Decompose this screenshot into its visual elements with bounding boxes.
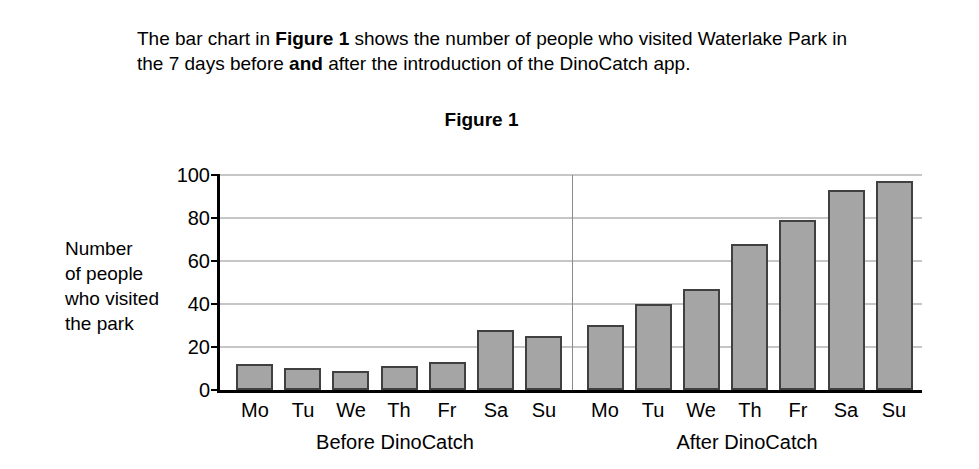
intro-text: the 7 days before — [137, 53, 289, 74]
bar — [876, 181, 913, 390]
y-gridline — [220, 303, 922, 305]
group-label: After DinoCatch — [597, 431, 897, 454]
intro-text: The bar chart in — [137, 28, 275, 49]
y-gridline — [220, 346, 922, 348]
y-gridline — [220, 217, 922, 219]
bar — [429, 362, 466, 390]
x-tick-label: Su — [870, 399, 918, 422]
y-gridline — [220, 260, 922, 262]
exam-page: The bar chart in Figure 1 shows the numb… — [0, 0, 979, 469]
y-tick-label: 100 — [150, 164, 210, 187]
x-tick-label: Mo — [581, 399, 629, 422]
group-divider-line — [572, 175, 573, 390]
intro-paragraph: The bar chart in Figure 1 shows the numb… — [137, 26, 847, 76]
bar — [284, 368, 321, 390]
y-axis-line — [217, 174, 220, 392]
bar — [828, 190, 865, 390]
y-tick-label: 40 — [150, 293, 210, 316]
y-tick-label: 60 — [150, 250, 210, 273]
figure-ref-bold: Figure 1 — [275, 28, 349, 49]
group-label: Before DinoCatch — [245, 431, 545, 454]
y-gridline — [220, 174, 922, 176]
bar — [779, 220, 816, 390]
bar — [477, 330, 514, 390]
intro-text: shows the number of people who visited W… — [349, 28, 847, 49]
y-tick-label: 80 — [150, 207, 210, 230]
x-tick-label: Tu — [629, 399, 677, 422]
figure-title: Figure 1 — [0, 109, 963, 131]
x-tick-label: Th — [375, 399, 423, 422]
x-tick-label: Fr — [423, 399, 471, 422]
y-tick-label: 0 — [150, 379, 210, 402]
bar — [332, 371, 369, 390]
x-tick-label: We — [677, 399, 725, 422]
x-tick-label: Mo — [231, 399, 279, 422]
x-axis-line — [217, 390, 922, 393]
y-axis-title-line: Number — [65, 236, 159, 261]
bar — [635, 304, 672, 390]
y-axis-title-line: of people — [65, 261, 159, 286]
x-tick-label: Sa — [822, 399, 870, 422]
bar — [381, 366, 418, 390]
and-bold: and — [289, 53, 323, 74]
intro-line-2: the 7 days before and after the introduc… — [137, 51, 847, 76]
bar — [731, 244, 768, 390]
bar — [236, 364, 273, 390]
bar — [587, 325, 624, 390]
bar — [525, 336, 562, 390]
x-tick-label: Su — [520, 399, 568, 422]
y-axis-title: Number of people who visited the park — [65, 236, 159, 336]
x-tick-label: Sa — [472, 399, 520, 422]
x-tick-label: We — [327, 399, 375, 422]
x-tick-label: Fr — [774, 399, 822, 422]
y-axis-title-line: who visited — [65, 286, 159, 311]
y-axis-title-line: the park — [65, 311, 159, 336]
intro-text: after the introduction of the DinoCatch … — [323, 53, 691, 74]
intro-line-1: The bar chart in Figure 1 shows the numb… — [137, 26, 847, 51]
y-tick-label: 20 — [150, 336, 210, 359]
bar — [683, 289, 720, 390]
x-tick-label: Tu — [279, 399, 327, 422]
x-tick-label: Th — [726, 399, 774, 422]
